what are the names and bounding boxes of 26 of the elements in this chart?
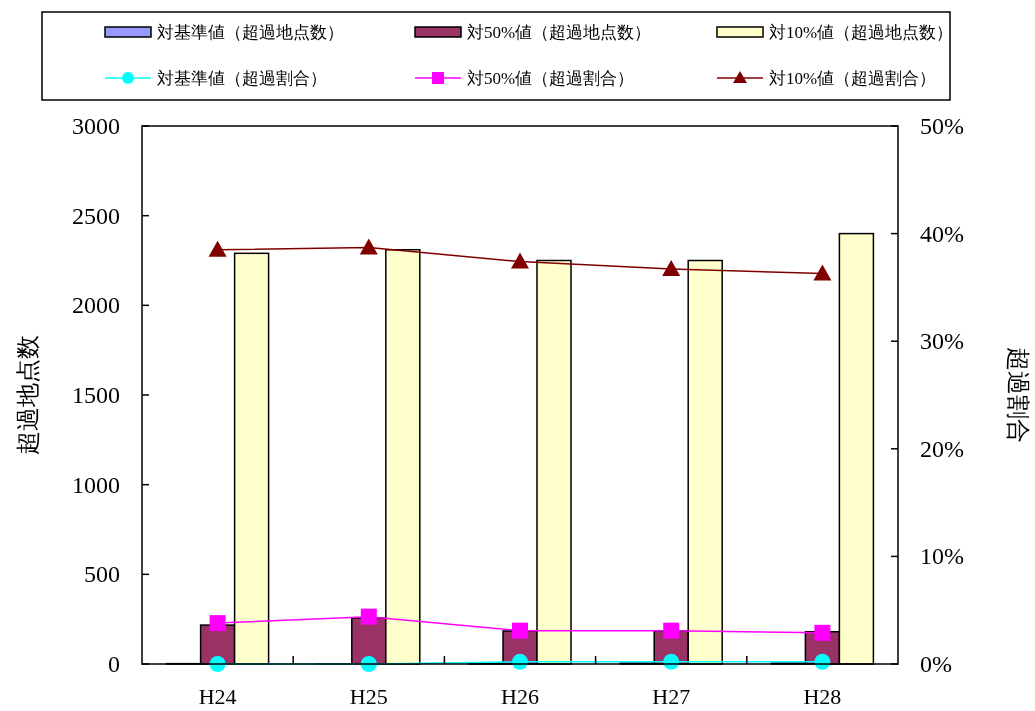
legend-label: 対基準値（超過地点数） (157, 23, 344, 42)
y2-tick-label: 30% (920, 328, 964, 355)
legend-label: 対基準値（超過割合） (157, 69, 327, 88)
y-tick-label: 1000 (72, 471, 120, 498)
legend-label: 対50%値（超過割合） (467, 69, 635, 88)
y-axis-title: 超過地点数 (15, 335, 41, 455)
x-tick-label: H24 (198, 684, 237, 709)
y-tick-label: 2000 (72, 292, 120, 319)
y-tick-label: 2500 (72, 202, 120, 229)
y2-tick-label: 10% (920, 543, 964, 570)
x-tick-label: H28 (803, 684, 842, 709)
y2-tick-label: 20% (920, 435, 964, 462)
y-tick-label: 500 (84, 561, 120, 588)
y-tick-label: 3000 (72, 113, 120, 139)
y2-axis-title: 超過割合 (1005, 347, 1031, 443)
y-tick-label: 1500 (72, 382, 120, 408)
y2-tick-label: 0% (920, 651, 952, 677)
x-tick-label: H26 (501, 684, 539, 709)
legend-label: 対10%値（超過地点数） (769, 23, 954, 42)
x-tick-label: H27 (652, 684, 691, 709)
y2-tick-label: 50% (920, 113, 964, 139)
y2-tick-label: 40% (920, 220, 964, 247)
y-tick-label: 0 (108, 651, 120, 677)
legend-label: 対50%値（超過地点数） (467, 23, 652, 42)
legend-label: 対10%値（超過割合） (769, 69, 937, 88)
x-tick-label: H25 (349, 684, 388, 709)
